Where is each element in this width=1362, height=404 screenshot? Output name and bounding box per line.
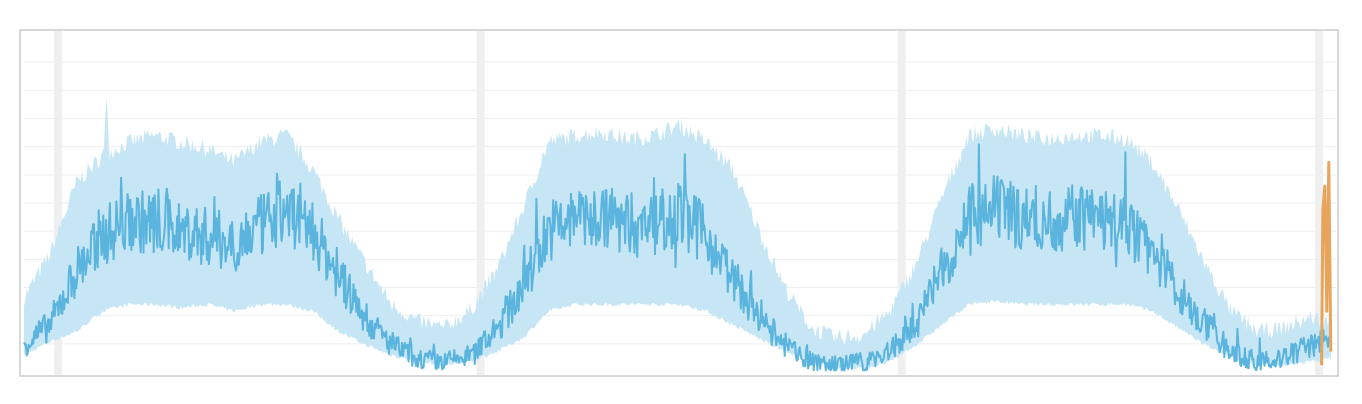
mean-line-layer: [23, 143, 1332, 372]
day-marker: [476, 31, 485, 375]
highlight-layer: [1320, 160, 1333, 366]
day-marker: [54, 31, 63, 375]
day-marker: [1314, 31, 1323, 375]
highlight-line: [1320, 160, 1333, 366]
mean-line: [23, 143, 1332, 372]
day-marker: [897, 31, 906, 375]
day-marker-layer: [54, 31, 1323, 375]
